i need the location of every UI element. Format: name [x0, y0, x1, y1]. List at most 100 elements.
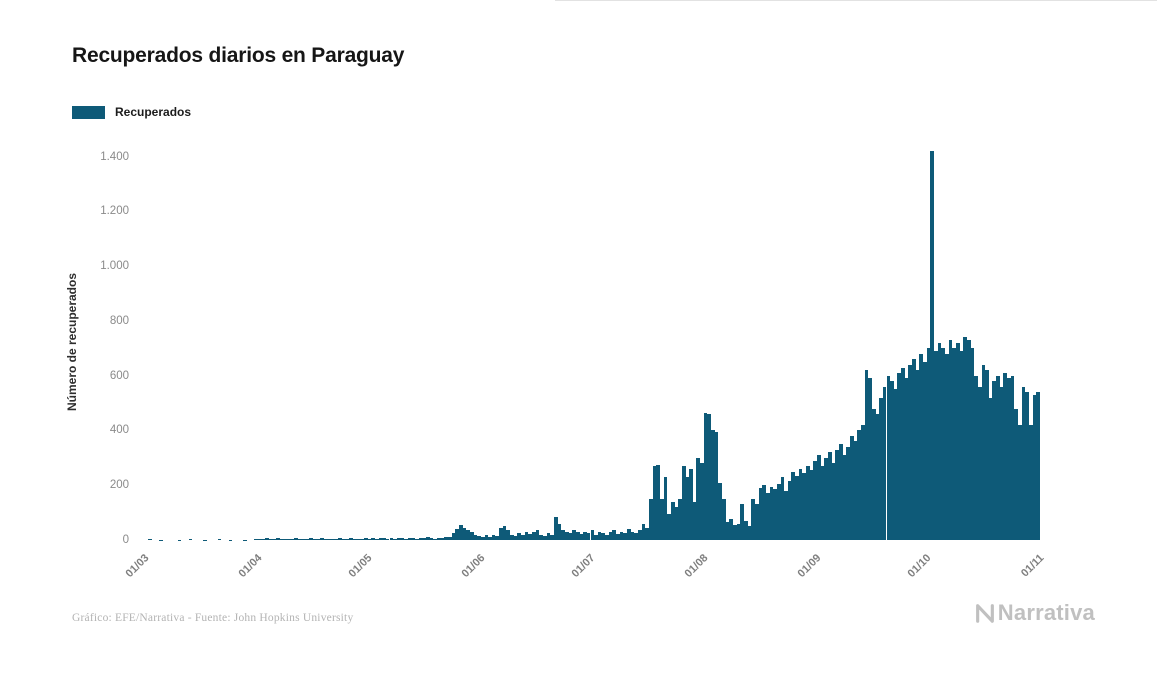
bar [418, 537, 423, 540]
bar [868, 378, 872, 540]
bar [433, 538, 437, 540]
bar [553, 516, 558, 540]
bar [521, 535, 525, 540]
bar [714, 431, 719, 540]
bar [787, 481, 792, 540]
bar [477, 535, 481, 540]
bar [462, 527, 467, 540]
bar [564, 531, 569, 540]
x-tick-label: 01/11 [1019, 552, 1047, 580]
bar [652, 466, 657, 540]
bar [1010, 375, 1015, 540]
bar [484, 535, 489, 540]
bar [590, 530, 595, 540]
bar [550, 535, 554, 540]
bar [575, 531, 580, 540]
bar [981, 364, 986, 540]
bar [426, 537, 430, 540]
bar [930, 151, 934, 540]
bar [795, 475, 799, 540]
bar [546, 533, 551, 540]
bar [839, 444, 843, 540]
bar [305, 538, 310, 540]
bar [773, 489, 777, 540]
bar [279, 538, 284, 540]
bar [992, 381, 997, 540]
bar [608, 532, 613, 540]
bar [1032, 394, 1037, 540]
bar [374, 538, 379, 540]
bar [557, 523, 562, 540]
bar [341, 539, 346, 540]
bar [689, 468, 693, 540]
bar [605, 535, 609, 540]
bar [1025, 392, 1030, 540]
bar [776, 483, 781, 540]
bar [901, 367, 905, 540]
bar [846, 446, 850, 540]
bar [616, 533, 620, 540]
bar [444, 536, 448, 540]
bar [875, 414, 880, 540]
bar [502, 526, 507, 540]
bar [871, 408, 876, 540]
bar [849, 435, 854, 540]
bar [422, 538, 427, 540]
bar [667, 514, 671, 540]
bar [382, 537, 386, 540]
bar [528, 533, 532, 540]
bar [316, 538, 321, 540]
bar [572, 529, 576, 540]
bar [265, 538, 269, 540]
bar [276, 538, 280, 540]
bar [988, 397, 993, 540]
bar [974, 375, 978, 540]
bar [711, 430, 715, 540]
y-tick-label: 400 [109, 424, 129, 437]
bar [963, 337, 967, 540]
x-axis-labels: 01/03 01/04 01/05 01/06 01/07 01/08 01/09 01/10… [123, 540, 1046, 600]
bar [944, 353, 949, 540]
bar [934, 351, 938, 540]
bar [495, 535, 500, 540]
source-credit: Gráfico: EFE/Narrativa - Fuente: John Ho… [72, 612, 354, 624]
bar [630, 531, 635, 540]
bar [594, 534, 598, 540]
y-tick-label: 800 [109, 314, 129, 327]
bar [937, 342, 942, 540]
y-tick-label: 0 [122, 534, 129, 546]
bar [758, 487, 763, 540]
bar [722, 498, 726, 540]
bar [692, 501, 697, 540]
bar [455, 529, 459, 540]
bar [1014, 408, 1019, 540]
bar [809, 470, 814, 540]
bar [769, 486, 774, 540]
bar [996, 375, 1000, 540]
y-tick-label: 1.200 [100, 205, 129, 218]
bar [754, 504, 759, 540]
bar [879, 397, 883, 540]
bar [415, 538, 419, 540]
top-divider [555, 0, 1157, 1]
bar [309, 538, 313, 540]
plot-area: 01/03 01/04 01/05 01/06 01/07 01/08 01/09 01/10… [100, 143, 1046, 580]
bar [298, 538, 302, 540]
bar [670, 501, 675, 540]
bar [904, 378, 909, 540]
bar [287, 538, 291, 540]
bar [634, 533, 638, 540]
bar [999, 386, 1004, 540]
bar [952, 348, 956, 540]
bar [488, 536, 492, 540]
bar [743, 520, 748, 540]
bar [579, 533, 584, 540]
bar [524, 531, 529, 540]
narrativa-logo-icon [975, 604, 994, 623]
bar [1029, 425, 1033, 540]
bar [729, 519, 733, 540]
bar [371, 537, 375, 540]
bar [1018, 425, 1022, 540]
bar [678, 498, 682, 540]
bar [912, 359, 916, 540]
